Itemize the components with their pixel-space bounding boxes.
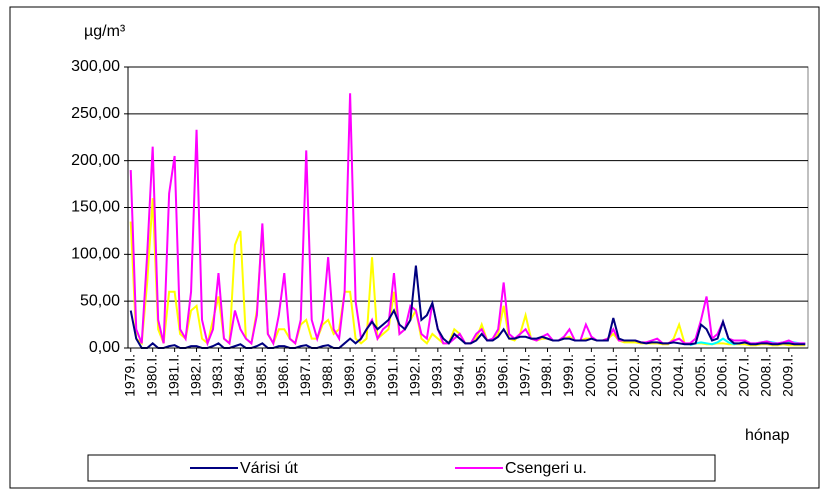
x-axis-label: hónap	[745, 427, 790, 444]
x-tick-label: 1984.I.	[231, 354, 247, 397]
x-tick-label: 1987.I.	[297, 354, 313, 397]
y-tick-label: 100,00	[71, 246, 120, 263]
x-tick-label: 1993.I.	[429, 354, 445, 397]
x-tick-label: 1997.I.	[516, 354, 532, 397]
y-tick-label: 150,00	[71, 199, 120, 216]
x-tick-label: 2002.I.	[626, 354, 642, 397]
x-tick-label: 1996.I.	[494, 354, 510, 397]
x-tick-label: 2005.I.	[692, 354, 708, 397]
legend-label: Várisi út	[240, 460, 298, 477]
x-tick-label: 1988.I.	[319, 354, 335, 397]
y-tick-label: 250,00	[71, 105, 120, 122]
x-tick-label: 1999.I.	[560, 354, 576, 397]
series-line	[129, 265, 806, 349]
x-tick-label: 2009.I.	[780, 354, 796, 397]
y-tick-label: 200,00	[71, 152, 120, 169]
y-axis-label: µg/m³	[84, 23, 126, 40]
x-tick-label: 1983.I.	[209, 354, 225, 397]
x-tick-label: 1982.I.	[187, 354, 203, 397]
legend-label: Csengeri u.	[505, 460, 587, 477]
x-tick-label: 1998.I.	[538, 354, 554, 397]
x-tick-label: 1995.I.	[472, 354, 488, 397]
x-tick-label: 1986.I.	[275, 354, 291, 397]
chart-border	[9, 6, 820, 489]
x-tick-label: 2003.I.	[648, 354, 664, 397]
x-tick-label: 2004.I.	[670, 354, 686, 397]
x-tick-label: 2006.I.	[714, 354, 730, 397]
x-tick-label: 2008.I.	[758, 354, 774, 397]
x-tick-label: 1979.I.	[121, 354, 137, 397]
legend-box	[87, 454, 716, 482]
x-tick-label: 2007.I.	[736, 354, 752, 397]
x-tick-label: 1994.I.	[450, 354, 466, 397]
y-tick-label: 0,00	[89, 339, 120, 356]
x-tick-label: 1992.I.	[407, 354, 423, 397]
x-tick-label: 1989.I.	[341, 354, 357, 397]
x-tick-label: 2001.I.	[604, 354, 620, 397]
x-tick-label: 1981.I.	[165, 354, 181, 397]
y-tick-label: 300,00	[71, 58, 120, 75]
y-tick-label: 50,00	[80, 292, 120, 309]
x-tick-label: 1991.I.	[385, 354, 401, 397]
x-tick-label: 1985.I.	[253, 354, 269, 397]
x-tick-label: 2000.I.	[582, 354, 598, 397]
x-tick-label: 1990.I.	[363, 354, 379, 397]
x-tick-label: 1980.I.	[143, 354, 159, 397]
